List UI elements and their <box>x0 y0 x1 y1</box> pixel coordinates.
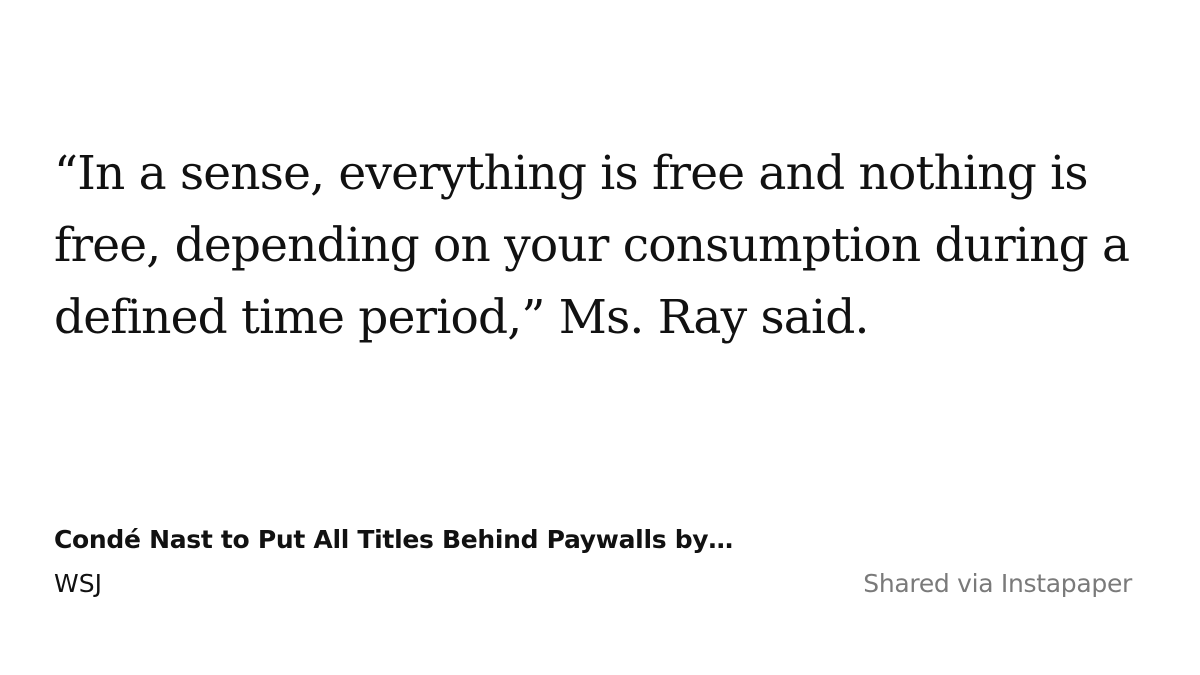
shared-via-label: Shared via Instapaper <box>863 569 1132 598</box>
quote-line: “In a sense, everything is free and noth… <box>54 146 1089 201</box>
quote-line: defined time period,” Ms. Ray said. <box>54 290 869 345</box>
article-source: WSJ <box>54 569 102 598</box>
article-title[interactable]: Condé Nast to Put All Titles Behind Payw… <box>54 525 733 554</box>
highlight-quote: “In a sense, everything is free and noth… <box>54 138 1164 354</box>
quote-line: free, depending on your consumption duri… <box>54 218 1130 273</box>
